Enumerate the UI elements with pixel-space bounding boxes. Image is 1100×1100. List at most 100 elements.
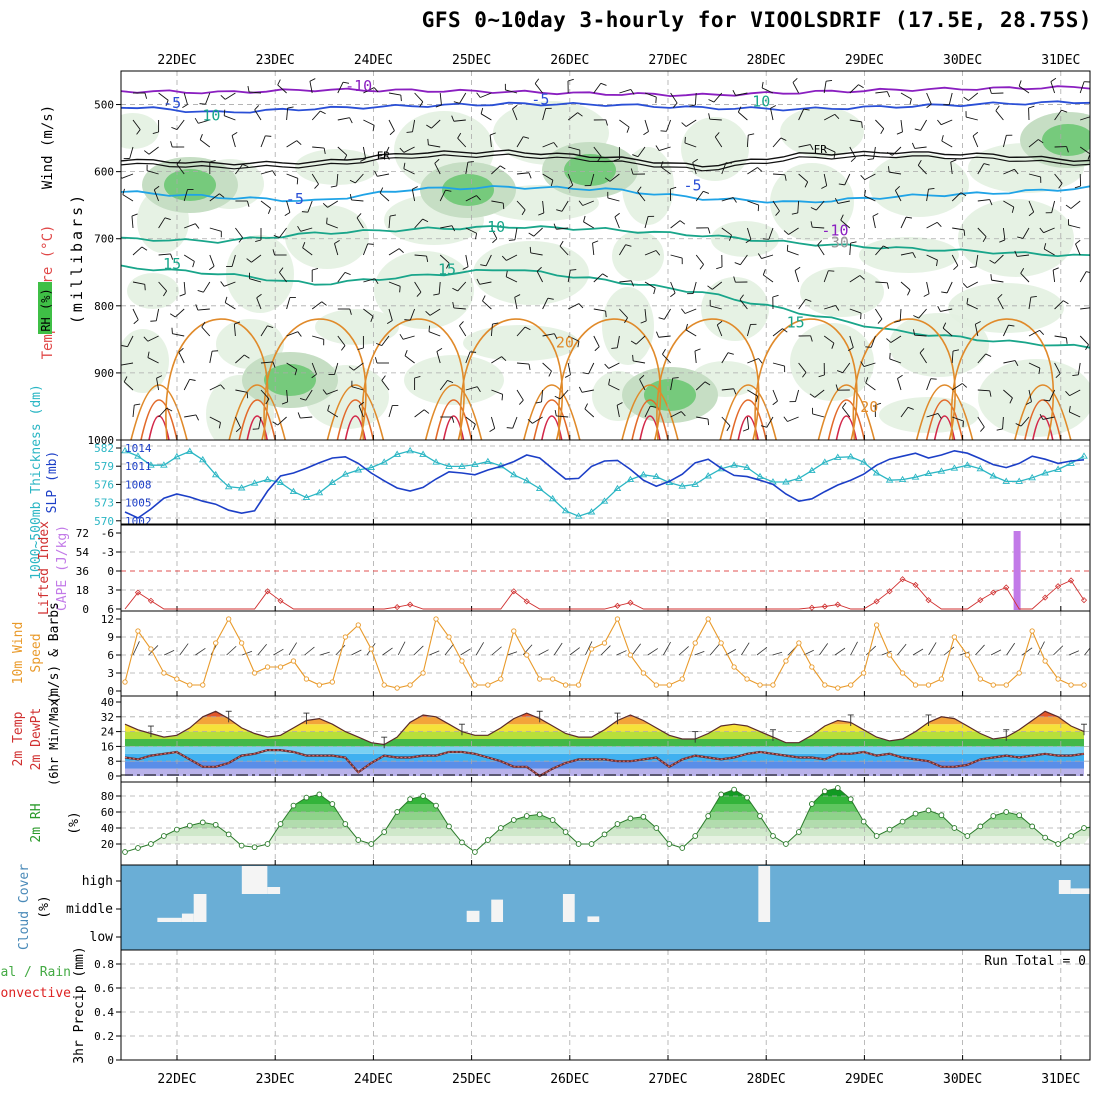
thickness-marker: [198, 455, 207, 463]
day-label-bottom: 28DEC: [747, 1072, 786, 1087]
barb-flag: [358, 401, 365, 407]
barb: [792, 82, 799, 94]
rh-floor: [121, 844, 1090, 865]
barb: [1079, 271, 1087, 283]
barb-flag: [404, 350, 408, 356]
barb: [358, 405, 364, 418]
barb: [794, 270, 800, 283]
wind-speed-marker: [977, 676, 983, 682]
barb-flag: [550, 180, 554, 187]
rh-marker: [212, 821, 219, 828]
barb: [849, 119, 862, 123]
barb-flag: [919, 348, 925, 354]
barb: [260, 135, 266, 148]
barb: [849, 275, 861, 283]
barb-flag: [794, 266, 801, 271]
barb-flag: [584, 403, 588, 410]
li-marker: [1055, 583, 1062, 590]
tick-label: 576: [94, 478, 114, 491]
barb-flag: [613, 158, 620, 162]
isotherm-line: [121, 149, 1090, 168]
barb: [714, 136, 723, 148]
wind-barbs: [121, 77, 1090, 433]
barb: [670, 378, 674, 391]
barb: [260, 389, 270, 400]
barb-flag: [859, 275, 865, 280]
barb: [951, 350, 954, 364]
barb: [260, 325, 268, 337]
slp-label: SLP (mb): [45, 451, 60, 514]
barb-flag: [489, 132, 496, 136]
barb: [644, 119, 649, 132]
hot-lobe: [729, 399, 767, 440]
barb: [388, 281, 401, 287]
cloud-level-label: low: [90, 930, 114, 945]
barb: [311, 301, 323, 310]
barb: [837, 200, 850, 204]
barb-flag: [907, 406, 914, 410]
rh-blob: [612, 231, 664, 281]
barb-flag: [170, 253, 174, 260]
barb: [414, 281, 422, 293]
barb: [512, 416, 518, 429]
barb: [231, 135, 236, 148]
contour-label: 10: [202, 107, 220, 125]
barb-flag: [570, 269, 577, 271]
barb-flag: [297, 412, 301, 419]
thickness-marker: [691, 480, 700, 487]
barb-flag: [972, 131, 979, 137]
barb: [713, 92, 723, 103]
warm-contour: [459, 318, 564, 440]
rh-marker: [277, 821, 284, 827]
barb: [1077, 362, 1081, 375]
barb: [977, 416, 985, 428]
barb: [946, 281, 953, 294]
barb: [260, 170, 273, 175]
day-label-bottom: 22DEC: [157, 1072, 196, 1087]
cloud-block: [1058, 880, 1071, 894]
barb: [251, 254, 262, 263]
barb: [249, 278, 262, 283]
barb-flag: [323, 147, 326, 155]
barb-flag: [506, 427, 513, 429]
barb: [616, 405, 620, 418]
surface-barb: [694, 651, 705, 656]
li-marker: [834, 601, 841, 608]
barb: [747, 389, 758, 397]
barb-flag: [640, 320, 647, 324]
barb: [516, 389, 524, 401]
barb-flag: [716, 266, 723, 270]
thickness-marker: [613, 484, 622, 492]
cloud-level-label: middle: [66, 902, 113, 917]
day-label-top: 28DEC: [747, 53, 786, 68]
rh-band: [125, 820, 1090, 828]
barb-flag: [272, 249, 276, 256]
barb: [542, 173, 554, 181]
barb: [926, 254, 938, 261]
barb-flag: [220, 281, 225, 287]
barb-flag: [377, 156, 384, 159]
barb-flag: [757, 253, 762, 259]
tick-label: 12: [101, 613, 114, 626]
barb-flag: [772, 294, 779, 298]
barb-flag: [989, 259, 995, 264]
thickness-marker: [393, 450, 401, 457]
surface-barb: [865, 645, 877, 656]
barb: [644, 308, 647, 321]
thickness-marker: [561, 506, 570, 514]
surface-barb: [553, 642, 563, 656]
rh-marker: [847, 796, 854, 803]
precip-conv-label: Convective: [0, 986, 71, 1001]
temp-band: [125, 731, 1084, 739]
barb-flag: [594, 346, 600, 352]
barb-flag: [707, 227, 711, 234]
barb: [966, 303, 978, 310]
barb-flag: [578, 303, 584, 309]
barb: [940, 119, 953, 126]
barb-flag: [912, 329, 916, 336]
thickness-marker: [224, 482, 233, 490]
barb-flag: [842, 402, 847, 408]
contour-label: 15: [438, 260, 456, 278]
rh-marker: [783, 841, 789, 847]
barb-flag: [577, 112, 583, 117]
